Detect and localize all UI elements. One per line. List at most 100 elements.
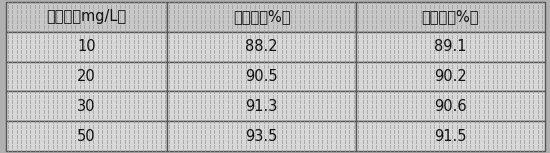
- Point: [295, 58, 304, 61]
- Point: [169, 103, 178, 106]
- Point: [12, 38, 21, 41]
- Point: [223, 103, 232, 106]
- Point: [8, 55, 16, 57]
- Point: [174, 63, 183, 66]
- Point: [515, 111, 524, 113]
- Point: [268, 7, 277, 10]
- Point: [179, 61, 188, 63]
- Point: [340, 81, 349, 83]
- Point: [336, 31, 344, 33]
- Point: [421, 101, 430, 103]
- Point: [161, 125, 169, 127]
- Point: [327, 128, 336, 131]
- Point: [394, 111, 403, 113]
- Point: [372, 113, 381, 116]
- Point: [314, 33, 322, 36]
- Point: [201, 1, 210, 3]
- Point: [394, 136, 403, 138]
- Point: [196, 138, 205, 141]
- Point: [408, 50, 416, 52]
- Point: [62, 57, 70, 60]
- Point: [241, 20, 250, 22]
- Point: [453, 122, 461, 125]
- Point: [120, 81, 129, 83]
- Point: [93, 27, 102, 30]
- Point: [448, 35, 457, 37]
- Point: [416, 23, 425, 26]
- Point: [174, 111, 183, 113]
- Point: [282, 31, 290, 33]
- Point: [179, 77, 188, 80]
- Point: [529, 132, 538, 135]
- Point: [534, 23, 542, 26]
- Point: [156, 111, 165, 113]
- Point: [12, 80, 21, 82]
- Point: [340, 143, 349, 146]
- Point: [412, 60, 421, 62]
- Point: [89, 93, 97, 96]
- Point: [480, 55, 488, 57]
- Point: [17, 38, 26, 41]
- Point: [8, 58, 16, 61]
- Point: [461, 127, 470, 130]
- Point: [488, 116, 497, 118]
- Point: [66, 35, 75, 37]
- Point: [3, 117, 12, 120]
- Point: [53, 125, 62, 127]
- Point: [3, 65, 12, 67]
- Point: [75, 17, 84, 20]
- Point: [277, 118, 286, 121]
- Point: [84, 48, 93, 51]
- Point: [214, 78, 223, 81]
- Point: [277, 111, 286, 113]
- Point: [300, 85, 309, 87]
- Point: [241, 61, 250, 63]
- Point: [228, 138, 236, 141]
- Point: [255, 125, 263, 127]
- Point: [480, 12, 488, 15]
- Point: [430, 42, 439, 45]
- Point: [529, 141, 538, 143]
- Point: [71, 55, 80, 57]
- Point: [12, 115, 21, 117]
- Point: [165, 138, 174, 141]
- Point: [389, 60, 398, 62]
- Point: [260, 127, 268, 130]
- Point: [349, 78, 358, 81]
- Point: [470, 72, 479, 75]
- Point: [520, 52, 529, 55]
- Point: [250, 46, 259, 48]
- Point: [223, 23, 232, 26]
- Point: [534, 68, 542, 71]
- Point: [453, 50, 461, 52]
- Point: [3, 100, 12, 102]
- Point: [66, 78, 75, 81]
- Point: [84, 20, 93, 22]
- Point: [134, 96, 142, 98]
- Point: [511, 87, 520, 90]
- Point: [107, 92, 116, 95]
- Point: [71, 13, 80, 16]
- Point: [403, 45, 412, 47]
- Point: [3, 147, 12, 150]
- Point: [156, 48, 165, 51]
- Point: [12, 20, 21, 22]
- Point: [421, 47, 430, 50]
- Point: [439, 98, 448, 101]
- Point: [538, 48, 547, 51]
- Point: [282, 85, 290, 87]
- Point: [93, 2, 102, 5]
- Point: [538, 37, 547, 40]
- Point: [372, 105, 381, 107]
- Point: [66, 61, 75, 63]
- Point: [520, 26, 529, 28]
- Point: [358, 147, 367, 150]
- Point: [493, 38, 502, 41]
- Point: [179, 72, 188, 75]
- Point: [241, 68, 250, 71]
- Point: [426, 108, 434, 111]
- Point: [107, 113, 116, 116]
- Point: [358, 47, 367, 50]
- Point: [111, 150, 120, 152]
- Point: [327, 87, 336, 90]
